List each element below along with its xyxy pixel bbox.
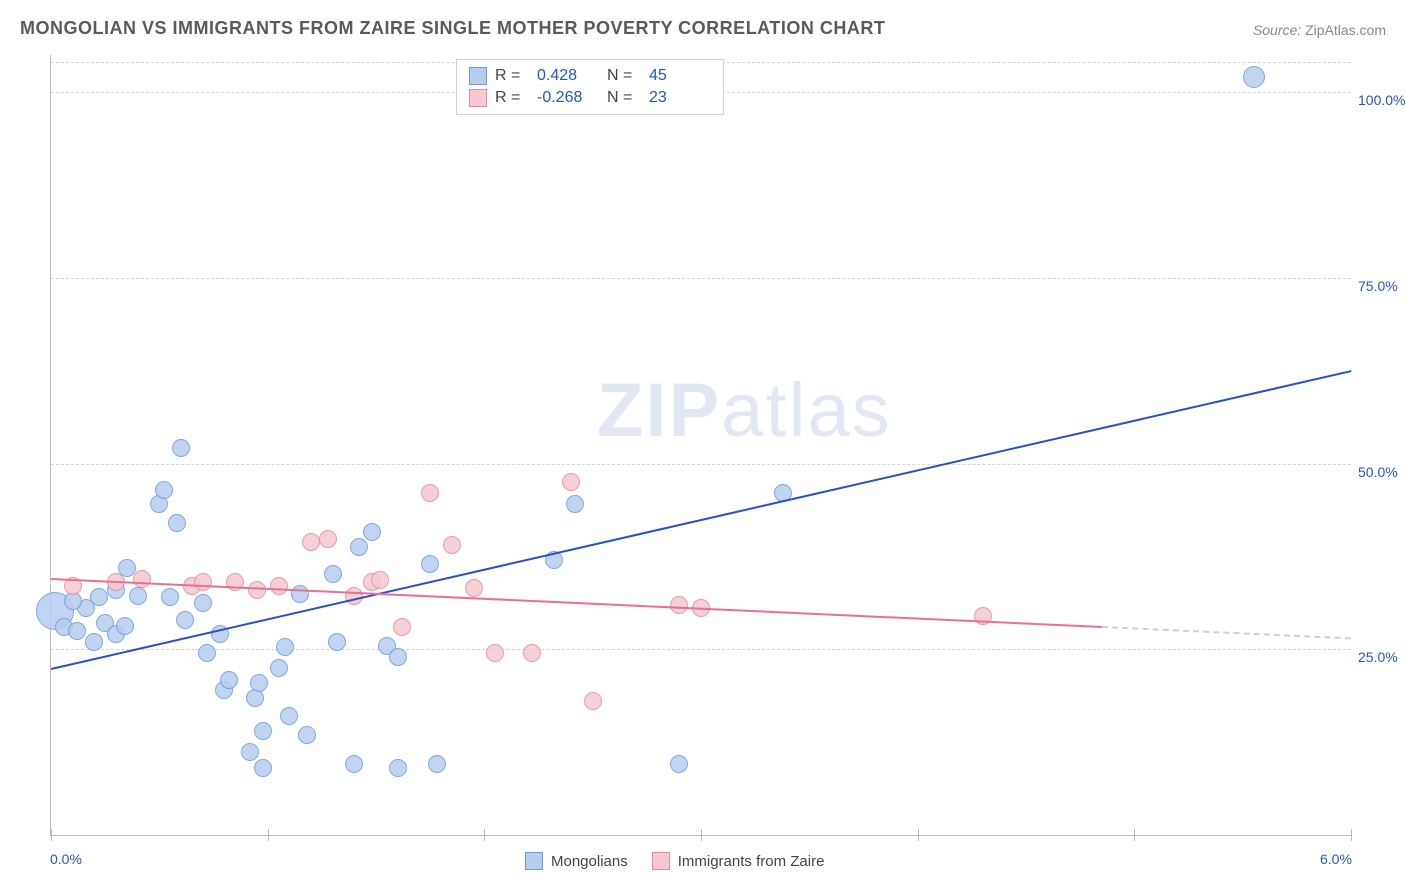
chart-container: MONGOLIAN VS IMMIGRANTS FROM ZAIRE SINGL… xyxy=(0,0,1406,892)
source-value: ZipAtlas.com xyxy=(1305,22,1386,38)
data-point xyxy=(421,484,439,502)
data-point xyxy=(254,722,272,740)
data-point xyxy=(371,571,389,589)
x-tick xyxy=(701,829,702,841)
data-point xyxy=(68,622,86,640)
trendline xyxy=(51,370,1351,670)
data-point xyxy=(270,659,288,677)
data-point xyxy=(270,577,288,595)
y-tick-label: 50.0% xyxy=(1358,464,1406,480)
data-point xyxy=(523,644,541,662)
y-tick-label: 75.0% xyxy=(1358,278,1406,294)
data-point xyxy=(324,565,342,583)
gridline xyxy=(51,278,1351,279)
legend-label: Mongolians xyxy=(551,853,628,870)
source-attribution: Source: ZipAtlas.com xyxy=(1253,22,1386,38)
legend-label: Immigrants from Zaire xyxy=(678,853,825,870)
legend-stats: R = 0.428 N = 45 R = -0.268 N = 23 xyxy=(456,59,724,115)
data-point xyxy=(562,473,580,491)
legend-bottom: Mongolians Immigrants from Zaire xyxy=(525,852,824,870)
gridline xyxy=(51,464,1351,465)
n-value: 23 xyxy=(649,89,711,107)
data-point xyxy=(328,633,346,651)
legend-swatch xyxy=(525,852,543,870)
x-tick-label: 6.0% xyxy=(1320,851,1352,867)
n-value: 45 xyxy=(649,67,711,85)
n-label: N = xyxy=(607,67,641,85)
watermark-zip: ZIP xyxy=(597,368,721,453)
data-point xyxy=(194,573,212,591)
data-point xyxy=(161,588,179,606)
data-point xyxy=(350,538,368,556)
x-tick xyxy=(484,829,485,841)
x-tick xyxy=(918,829,919,841)
data-point xyxy=(155,481,173,499)
data-point xyxy=(319,530,337,548)
r-label: R = xyxy=(495,89,529,107)
data-point xyxy=(670,596,688,614)
chart-title: MONGOLIAN VS IMMIGRANTS FROM ZAIRE SINGL… xyxy=(20,18,885,39)
data-point xyxy=(363,523,381,541)
x-tick xyxy=(1351,829,1352,841)
n-label: N = xyxy=(607,89,641,107)
data-point xyxy=(172,439,190,457)
watermark-atlas: atlas xyxy=(721,368,892,453)
r-value: 0.428 xyxy=(537,67,599,85)
plot-area: ZIPatlas 25.0%50.0%75.0%100.0%R =0.428N … xyxy=(50,55,1351,836)
legend-swatch xyxy=(469,67,487,85)
data-point xyxy=(176,611,194,629)
data-point xyxy=(486,644,504,662)
legend-stats-row: R = -0.268 N = 23 xyxy=(469,87,711,109)
data-point xyxy=(291,585,309,603)
data-point xyxy=(302,533,320,551)
data-point xyxy=(1243,66,1265,88)
x-tick xyxy=(268,829,269,841)
data-point xyxy=(389,759,407,777)
y-tick-label: 25.0% xyxy=(1358,649,1406,665)
data-point xyxy=(276,638,294,656)
legend-swatch xyxy=(652,852,670,870)
legend-swatch xyxy=(469,89,487,107)
data-point xyxy=(393,618,411,636)
legend-stats-row: R = 0.428 N = 45 xyxy=(469,65,711,87)
data-point xyxy=(280,707,298,725)
x-tick xyxy=(51,829,52,841)
source-label: Source: xyxy=(1253,22,1301,38)
data-point xyxy=(220,671,238,689)
x-tick-label: 0.0% xyxy=(50,851,82,867)
data-point xyxy=(133,570,151,588)
legend-item: Immigrants from Zaire xyxy=(652,852,825,870)
data-point xyxy=(428,755,446,773)
data-point xyxy=(85,633,103,651)
data-point xyxy=(443,536,461,554)
gridline xyxy=(51,649,1351,650)
data-point xyxy=(116,617,134,635)
data-point xyxy=(566,495,584,513)
data-point xyxy=(584,692,602,710)
data-point xyxy=(421,555,439,573)
data-point xyxy=(168,514,186,532)
r-label: R = xyxy=(495,67,529,85)
y-tick-label: 100.0% xyxy=(1358,92,1406,108)
data-point xyxy=(194,594,212,612)
data-point xyxy=(248,581,266,599)
watermark: ZIPatlas xyxy=(597,367,892,454)
data-point xyxy=(129,587,147,605)
x-tick xyxy=(1134,829,1135,841)
data-point xyxy=(465,579,483,597)
r-value: -0.268 xyxy=(537,89,599,107)
data-point xyxy=(90,588,108,606)
data-point xyxy=(250,674,268,692)
data-point xyxy=(198,644,216,662)
data-point xyxy=(254,759,272,777)
data-point xyxy=(345,755,363,773)
trendline xyxy=(1102,626,1351,639)
legend-item: Mongolians xyxy=(525,852,628,870)
data-point xyxy=(241,743,259,761)
data-point xyxy=(298,726,316,744)
data-point xyxy=(670,755,688,773)
data-point xyxy=(389,648,407,666)
